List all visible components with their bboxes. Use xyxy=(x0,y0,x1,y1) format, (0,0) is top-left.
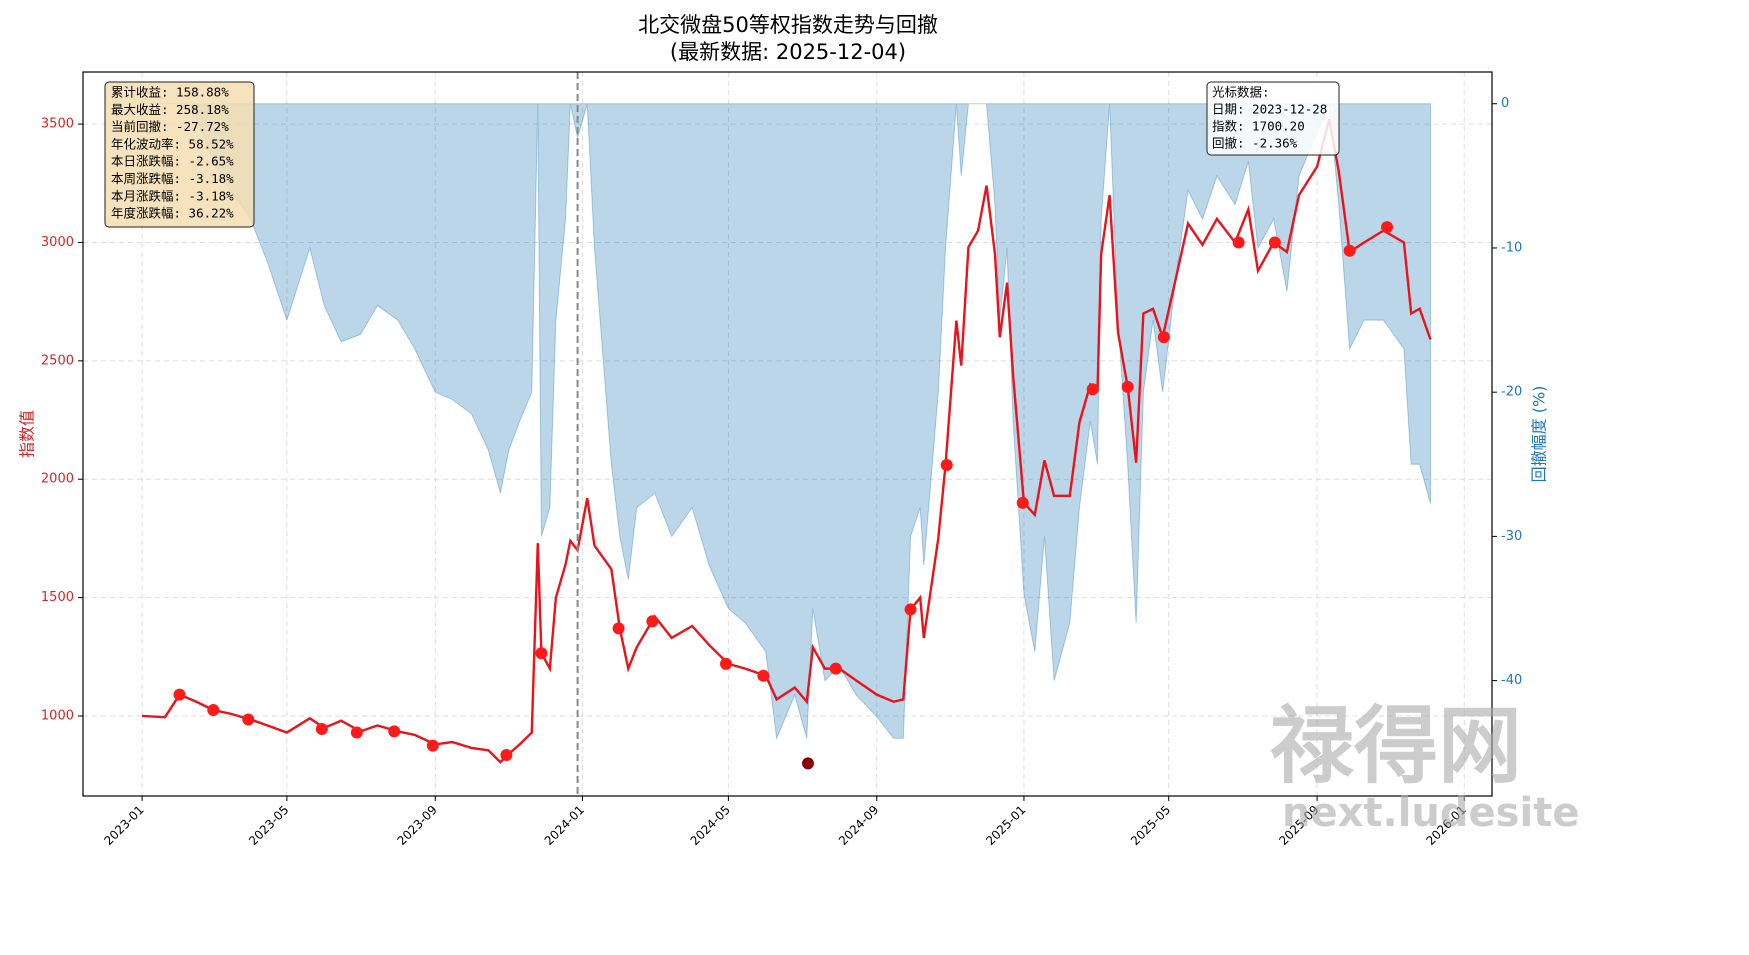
x-tick-label: 2024-09 xyxy=(836,803,881,848)
cursor-line-text: 指数: 1700.20 xyxy=(1212,119,1305,134)
index-line xyxy=(142,119,1432,764)
stats-line: 本日涨跌幅: -2.65% xyxy=(111,154,234,169)
plot-frame xyxy=(82,71,1493,797)
marker xyxy=(173,688,186,701)
marker xyxy=(1268,236,1281,249)
y-tick-label: 2500 xyxy=(41,353,74,368)
marker xyxy=(388,725,401,738)
marker xyxy=(500,749,513,762)
x-tick-label: 2024-01 xyxy=(542,803,587,848)
marker xyxy=(1381,221,1394,234)
stats-line: 累计收益: 158.88% xyxy=(111,85,229,100)
marker xyxy=(242,713,255,726)
y2-tick-label: -30 xyxy=(1501,529,1522,544)
y2-tick-label: -10 xyxy=(1501,240,1522,255)
y-tick-label: 1000 xyxy=(41,708,74,723)
marker xyxy=(904,603,917,616)
marker xyxy=(350,726,363,739)
marker xyxy=(426,739,439,752)
marker xyxy=(1086,383,1099,396)
y-tick-label: 2000 xyxy=(41,472,74,487)
watermark-brand: 禄得网 xyxy=(1270,697,1522,795)
x-tick-label: 2024-05 xyxy=(688,803,733,848)
stats-line: 本月涨跌幅: -3.18% xyxy=(111,188,234,203)
y-axis-label: 指数值 xyxy=(18,410,37,458)
marker xyxy=(1157,331,1170,344)
stats-box xyxy=(104,81,255,228)
marker xyxy=(207,704,220,717)
cursor-line-text: 回撤: -2.36% xyxy=(1212,136,1298,151)
cursor-title: 光标数据: xyxy=(1212,85,1270,100)
marker xyxy=(1343,244,1356,257)
marker xyxy=(940,459,953,472)
y-tick-label: 3000 xyxy=(41,235,74,250)
marker xyxy=(535,647,548,660)
cursor-box xyxy=(1206,81,1340,156)
stats-line: 当前回撤: -27.72% xyxy=(111,119,229,134)
drawdown-area xyxy=(142,103,1431,741)
marker xyxy=(315,722,328,735)
y-tick-label: 3500 xyxy=(41,117,74,132)
watermark-site: next.ludesite xyxy=(1282,790,1579,836)
marker xyxy=(1232,236,1245,249)
marker xyxy=(719,657,732,670)
x-tick-label: 2023-05 xyxy=(246,803,291,848)
x-tick-label: 2025-05 xyxy=(1128,803,1173,848)
y2-tick-label: -20 xyxy=(1501,385,1522,400)
stats-line: 年化波动率: 58.52% xyxy=(111,136,234,151)
stats-line: 年度涨跌幅: 36.22% xyxy=(111,206,234,221)
y2-axis-label: 回撤幅度 (%) xyxy=(1530,386,1549,483)
stats-line: 本周涨跌幅: -3.18% xyxy=(111,171,234,186)
x-tick-label: 2023-09 xyxy=(394,803,439,848)
chart-subtitle: (最新数据: 2025-12-04) xyxy=(670,40,906,64)
marker xyxy=(646,615,659,628)
marker xyxy=(757,669,770,682)
y2-tick-label: -40 xyxy=(1501,673,1522,688)
marker xyxy=(1016,496,1029,509)
stats-line: 最大收益: 258.18% xyxy=(111,102,229,117)
chart-title: 北交微盘50等权指数走势与回撤 xyxy=(638,13,938,37)
x-tick-label: 2023-01 xyxy=(101,803,146,848)
marker xyxy=(1121,380,1134,393)
y2-tick-label: 0 xyxy=(1501,96,1509,111)
marker xyxy=(612,622,625,635)
x-tick-label: 2025-01 xyxy=(983,803,1028,848)
cursor-line-text: 日期: 2023-12-28 xyxy=(1212,102,1327,117)
marker xyxy=(829,662,842,675)
marker xyxy=(802,757,815,770)
y-tick-label: 1500 xyxy=(41,590,74,605)
